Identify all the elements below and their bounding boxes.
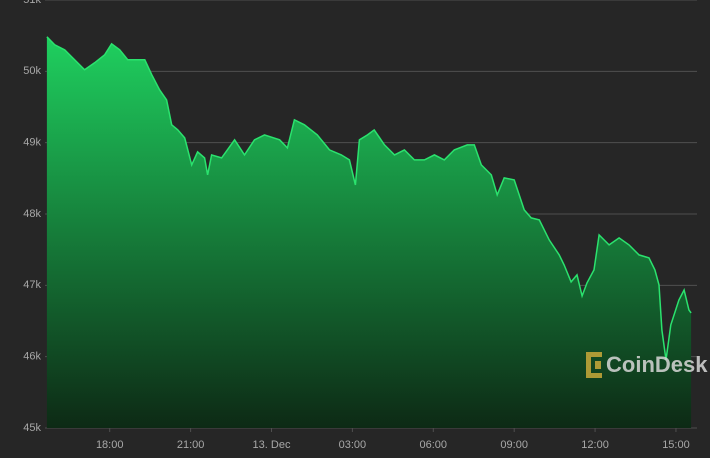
x-tick-label: 18:00 xyxy=(96,439,124,451)
x-tick-label: 03:00 xyxy=(339,439,367,451)
y-tick-label: 46k xyxy=(23,351,41,363)
y-tick-label: 47k xyxy=(23,279,41,291)
x-tick-label: 21:00 xyxy=(177,439,205,451)
y-tick-label: 49k xyxy=(23,137,41,149)
x-tick-label: 06:00 xyxy=(420,439,448,451)
y-tick-label: 50k xyxy=(23,65,41,77)
watermark: CoinDesk xyxy=(606,352,708,377)
area xyxy=(46,36,692,429)
x-tick-label: 09:00 xyxy=(500,439,528,451)
y-tick-label: 48k xyxy=(23,208,41,220)
line xyxy=(46,36,692,361)
y-tick-label: 45k xyxy=(23,422,41,434)
x-tick-label: 13. Dec xyxy=(253,439,291,451)
x-tick-label: 15:00 xyxy=(662,439,690,451)
watermark-logo xyxy=(586,352,602,378)
y-tick-label: 51k xyxy=(23,0,41,6)
x-tick-label: 12:00 xyxy=(581,439,609,451)
plot: 45k 46k 47k 48k 49k 50k 51k 18:00 21:00 13. Dec 03… xyxy=(23,0,697,451)
